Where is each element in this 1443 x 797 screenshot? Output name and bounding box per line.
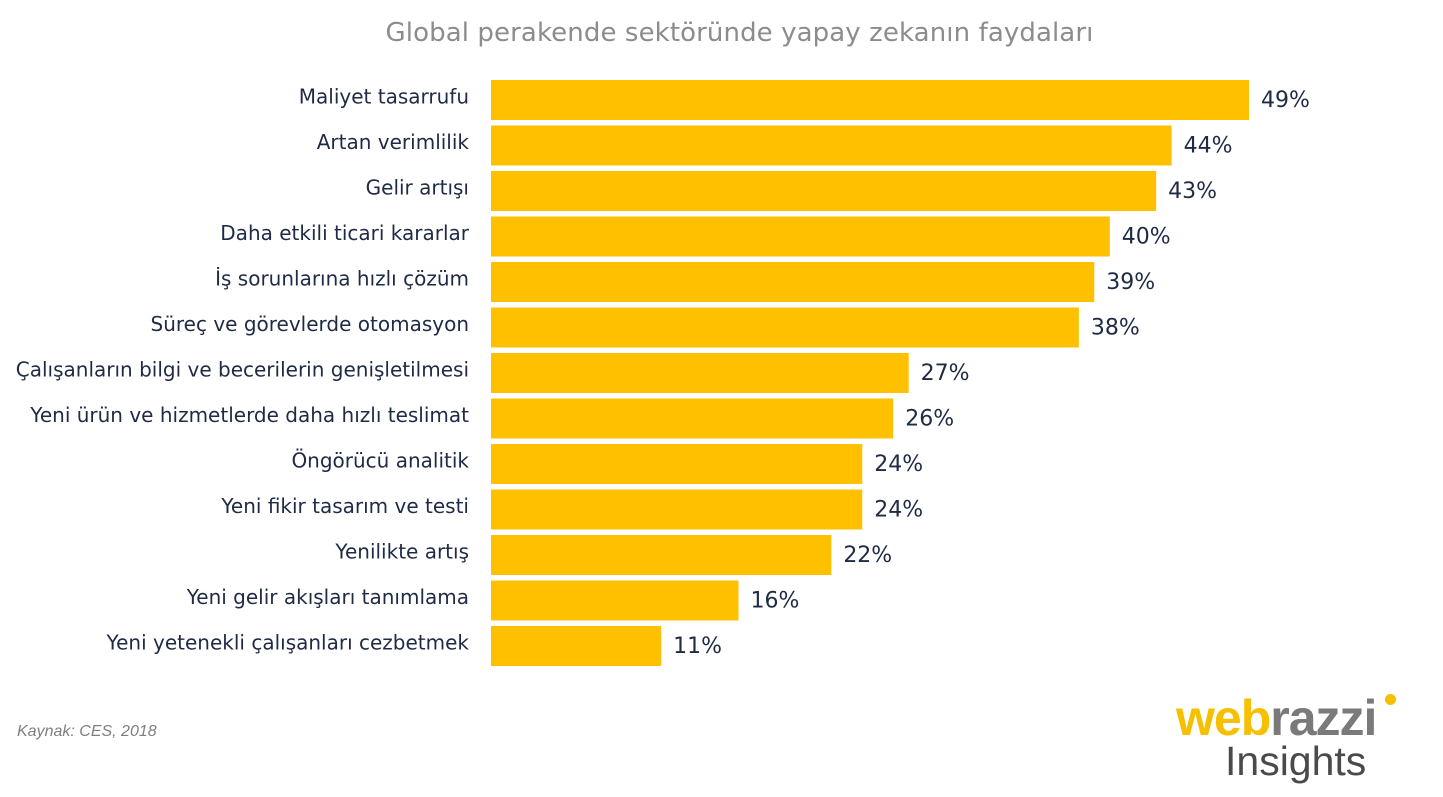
category-labels-group: Maliyet tasarrufu Artan verimlilik Gelir a… [16, 85, 470, 655]
bar [491, 489, 863, 530]
bar [491, 398, 894, 439]
chart-title: Global perakende sektöründe yapay zekanı… [385, 18, 1094, 48]
value-label: 24% [874, 452, 923, 477]
bar [491, 307, 1079, 348]
webrazzi-insights-logo: webrazzi Insights [1176, 690, 1426, 790]
bar [491, 580, 739, 621]
value-label: 24% [874, 498, 923, 523]
logo-web-text: web [1176, 690, 1271, 746]
category-label: Daha etkili ticari kararlar [220, 221, 469, 245]
category-label: Yeni gelir akışları tanımlama [186, 585, 469, 609]
category-label: Yenilikte artış [334, 540, 469, 564]
bar [491, 262, 1095, 302]
bar [491, 353, 909, 393]
category-label: Çalışanların bilgi ve becerilerin genişl… [16, 358, 469, 382]
category-label: Öngörücü analitik [291, 449, 469, 473]
category-label: Yeni yetenekli çalışanları cezbetmek [106, 631, 470, 655]
logo-insights-text: Insights [1225, 738, 1367, 784]
category-label: Yeni fikir tasarım ve testi [220, 494, 469, 518]
bars-group [491, 80, 1249, 666]
bar [491, 80, 1249, 120]
value-labels-group: 49% 44% 43% 40% 39% 38% 27% 26% 24% 24% 22% 16% 11% [673, 88, 1310, 659]
value-label: 38% [1091, 316, 1140, 341]
category-label: Yeni ürün ve hizmetlerde daha hızlı tesl… [29, 403, 469, 427]
bar [491, 171, 1157, 211]
value-label: 39% [1106, 270, 1155, 295]
category-label: Artan verimlilik [317, 130, 470, 154]
bar [491, 626, 662, 666]
value-label: 26% [905, 407, 954, 432]
category-label: Gelir artışı [366, 176, 469, 200]
value-label: 22% [843, 543, 892, 568]
bar [491, 535, 832, 575]
value-label: 40% [1122, 225, 1171, 250]
source-note: Kaynak: CES, 2018 [17, 723, 157, 740]
bar [491, 125, 1172, 166]
category-label: Maliyet tasarrufu [299, 85, 469, 109]
value-label: 16% [751, 589, 800, 614]
logo-razzi-text: razzi [1270, 690, 1377, 746]
category-label: Süreç ve görevlerde otomasyon [151, 312, 469, 336]
value-label: 43% [1168, 179, 1217, 204]
value-label: 11% [673, 634, 722, 659]
logo-dot-icon [1385, 694, 1396, 705]
value-label: 44% [1184, 134, 1233, 159]
category-label: İş sorunlarına hızlı çözüm [215, 267, 469, 291]
value-label: 27% [921, 361, 970, 386]
bar [491, 216, 1110, 257]
value-label: 49% [1261, 88, 1310, 113]
bar [491, 444, 863, 484]
